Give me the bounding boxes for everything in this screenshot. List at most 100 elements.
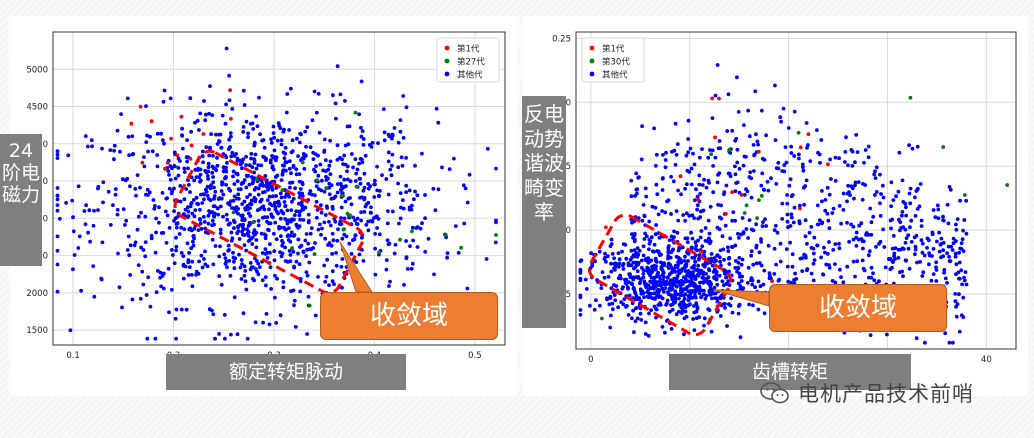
right-point-2 (730, 218, 735, 223)
left-point-2 (278, 250, 282, 255)
left-point-2 (260, 278, 265, 283)
left-point-2 (85, 144, 90, 149)
right-point-2 (964, 282, 969, 287)
left-point-2 (333, 194, 338, 199)
left-point-2 (366, 219, 370, 224)
left-point-2 (231, 255, 236, 260)
left-point-2 (493, 240, 498, 245)
right-point-1 (1005, 183, 1010, 187)
left-point-2 (275, 138, 280, 143)
left-point-2 (210, 223, 215, 228)
left-point-2 (293, 325, 298, 329)
left-point-2 (115, 212, 120, 217)
left-point-2 (157, 205, 161, 210)
left-point-2 (234, 205, 239, 210)
right-point-2 (702, 249, 707, 254)
left-point-2 (244, 287, 249, 292)
left-point-2 (181, 276, 186, 281)
left-point-2 (447, 167, 452, 172)
left-point-2 (355, 216, 360, 221)
left-point-2 (398, 191, 403, 196)
left-point-2 (180, 146, 185, 151)
left-point-2 (229, 199, 233, 204)
left-point-2 (319, 210, 324, 215)
left-point-2 (289, 230, 294, 235)
right-point-2 (603, 251, 607, 256)
right-point-2 (854, 230, 859, 235)
left-point-2 (251, 127, 256, 131)
right-point-2 (742, 193, 747, 197)
right-point-2 (727, 283, 732, 287)
left-point-2 (187, 265, 192, 269)
right-legend-marker (589, 71, 595, 77)
left-point-2 (211, 153, 215, 158)
left-point-2 (373, 272, 378, 277)
left-point-2 (155, 131, 160, 136)
left-point-2 (297, 201, 301, 206)
right-point-2 (676, 263, 680, 268)
left-point-2 (161, 231, 166, 235)
left-point-2 (228, 273, 233, 278)
left-point-2 (272, 231, 276, 236)
left-point-2 (136, 214, 141, 219)
left-point-2 (159, 284, 164, 289)
right-point-2 (789, 144, 794, 149)
left-point-2 (401, 206, 406, 211)
right-point-2 (790, 193, 795, 197)
right-point-2 (827, 226, 832, 231)
right-point-2 (683, 292, 688, 296)
right-point-2 (848, 193, 852, 198)
left-point-2 (235, 332, 240, 337)
left-point-2 (335, 143, 340, 148)
left-point-2 (277, 224, 281, 229)
left-point-2 (236, 224, 241, 229)
left-point-2 (359, 79, 364, 84)
right-point-2 (733, 189, 738, 194)
right-point-0 (696, 197, 700, 202)
left-point-2 (410, 225, 415, 230)
left-point-2 (274, 158, 278, 163)
left-point-0 (163, 166, 167, 171)
left-point-2 (228, 221, 232, 226)
left-point-2 (349, 202, 354, 207)
right-point-2 (821, 272, 825, 277)
left-point-2 (164, 196, 169, 201)
right-point-2 (753, 89, 758, 94)
right-point-2 (606, 254, 610, 259)
left-point-2 (199, 253, 204, 258)
left-x-axis-label: 额定转矩脉动 (166, 354, 406, 390)
left-point-2 (127, 153, 131, 158)
right-point-2 (693, 198, 697, 203)
right-point-2 (736, 260, 741, 265)
left-point-2 (301, 156, 306, 161)
right-point-2 (636, 175, 641, 180)
left-point-2 (55, 289, 60, 294)
left-point-2 (180, 133, 184, 138)
left-point-2 (423, 193, 427, 197)
left-point-2 (252, 187, 257, 192)
left-point-2 (83, 222, 88, 227)
right-point-2 (785, 264, 790, 269)
left-point-2 (112, 157, 116, 162)
left-point-0 (228, 88, 233, 93)
left-point-2 (258, 207, 262, 211)
left-point-2 (333, 101, 338, 106)
left-point-2 (205, 184, 210, 189)
right-point-2 (611, 307, 615, 312)
right-point-2 (702, 316, 707, 321)
right-point-0 (710, 96, 715, 101)
left-point-2 (271, 131, 276, 135)
left-point-2 (322, 150, 327, 154)
right-point-2 (678, 246, 683, 250)
right-point-2 (695, 194, 700, 199)
right-point-2 (746, 265, 751, 270)
left-point-2 (224, 183, 229, 187)
right-point-2 (641, 272, 646, 276)
right-point-2 (695, 203, 700, 208)
right-point-2 (752, 169, 756, 173)
right-point-2 (851, 237, 856, 242)
right-point-2 (789, 151, 794, 155)
left-point-2 (205, 264, 210, 269)
right-point-2 (644, 258, 648, 263)
left-point-2 (304, 144, 308, 149)
